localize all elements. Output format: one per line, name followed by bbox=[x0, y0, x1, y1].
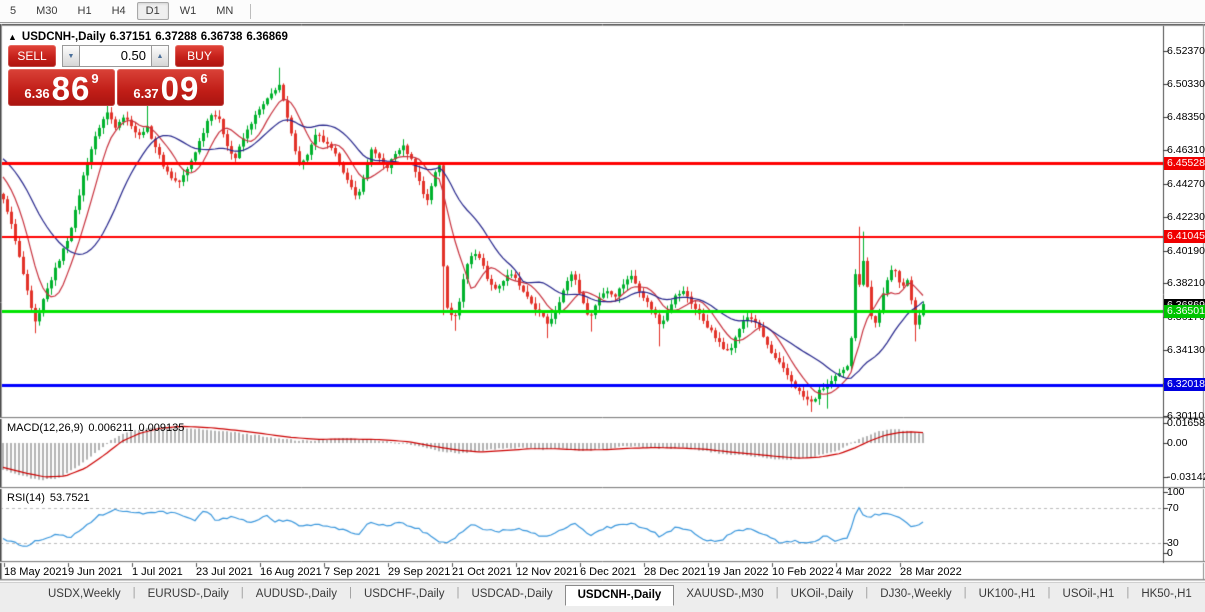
sell-price-sup: 9 bbox=[91, 71, 99, 86]
macd-label: MACD(12,26,9) 0.006211 0.009135 bbox=[7, 422, 189, 434]
tab-separator: | bbox=[240, 587, 244, 599]
chart-tab-usdxweekly[interactable]: USDX,Weekly bbox=[48, 588, 121, 600]
date-axis-label: 18 May 2021 bbox=[4, 566, 68, 578]
timeframe-button-h4[interactable]: H4 bbox=[111, 5, 126, 17]
date-axis-label: 12 Nov 2021 bbox=[516, 566, 579, 578]
rsi-scale-tick: 70 bbox=[1167, 502, 1179, 514]
price-scale-tick: 6.48350 bbox=[1167, 110, 1205, 123]
chart-tab-usdcnhdaily[interactable]: USDCNH-,Daily bbox=[564, 585, 675, 606]
date-axis-label: 21 Oct 2021 bbox=[452, 566, 512, 578]
date-axis-label: 16 Aug 2021 bbox=[260, 566, 322, 578]
date-axis-label: 28 Mar 2022 bbox=[900, 566, 962, 578]
chart-tab-usdchfdaily[interactable]: USDCHF-,Daily bbox=[363, 588, 445, 600]
chart-tab-ukoildaily[interactable]: UKOil-,Daily bbox=[790, 588, 854, 600]
ohlc-high: 6.37288 bbox=[155, 31, 197, 43]
macd-scale-tick: 0.00 bbox=[1167, 437, 1188, 449]
chart-tab-bar: USDX,Weekly | EURUSD-,Daily | AUDUSD-,Daily |… bbox=[0, 582, 1205, 612]
toolbar-separator bbox=[250, 3, 252, 19]
rsi-label: RSI(14) 53.7521 bbox=[7, 492, 95, 504]
chart-tab-dj30weekly[interactable]: DJ30-,Weekly bbox=[880, 588, 952, 600]
ohlc-close: 6.36869 bbox=[246, 31, 288, 43]
date-axis-label: 7 Sep 2021 bbox=[324, 566, 381, 578]
sell-price-button[interactable]: 6.36 86 9 bbox=[8, 69, 115, 106]
timeframe-button-h1[interactable]: H1 bbox=[77, 5, 92, 17]
symbol-title: USDCNH-,Daily bbox=[21, 31, 106, 43]
price-scale-tick: 6.44270 bbox=[1167, 177, 1205, 190]
rsi-scale-tick: 0 bbox=[1167, 547, 1173, 559]
tab-separator: | bbox=[132, 587, 136, 599]
timeframe-button-m30[interactable]: M30 bbox=[36, 5, 58, 17]
level-price-label: 6.36501 bbox=[1164, 304, 1205, 318]
macd-scale-tick: 0.016586 bbox=[1167, 417, 1205, 429]
date-axis-label: 6 Dec 2021 bbox=[580, 566, 637, 578]
timeframe-button-d1[interactable]: D1 bbox=[136, 2, 169, 20]
rsi-scale-tick: 100 bbox=[1167, 486, 1185, 498]
date-axis-label: 28 Dec 2021 bbox=[644, 566, 707, 578]
buy-price-prefix: 6.37 bbox=[133, 86, 159, 101]
level-price-label: 6.45528 bbox=[1164, 156, 1205, 170]
volume-decrease-button[interactable]: ▼ bbox=[62, 45, 80, 67]
ohlc-open: 6.37151 bbox=[109, 31, 152, 43]
date-axis-label: 9 Jun 2021 bbox=[68, 566, 123, 578]
level-price-label: 6.32018 bbox=[1164, 378, 1205, 392]
price-scale-tick: 6.40190 bbox=[1167, 244, 1205, 257]
sell-price-prefix: 6.36 bbox=[24, 86, 50, 101]
timeframe-button-w1[interactable]: W1 bbox=[179, 5, 197, 17]
level-price-label: 6.41045 bbox=[1164, 230, 1205, 244]
macd-scale-tick: -0.031421 bbox=[1167, 471, 1205, 483]
tab-separator: | bbox=[963, 587, 967, 599]
chart-tab-usoilh1[interactable]: USOil-,H1 bbox=[1062, 588, 1115, 600]
tab-separator: | bbox=[1126, 587, 1130, 599]
tab-separator: | bbox=[1047, 587, 1051, 599]
macd-name: MACD(12,26,9) bbox=[7, 422, 84, 434]
tab-separator: | bbox=[865, 587, 869, 599]
chart-tab-usdcaddaily[interactable]: USDCAD-,Daily bbox=[471, 588, 553, 600]
price-scale-tick: 6.38210 bbox=[1167, 277, 1205, 290]
volume-increase-button[interactable]: ▲ bbox=[151, 45, 169, 67]
tab-separator: | bbox=[775, 587, 779, 599]
buy-price-button[interactable]: 6.37 09 6 bbox=[117, 69, 224, 106]
buy-price-sup: 6 bbox=[200, 71, 208, 86]
buy-button[interactable]: BUY bbox=[175, 45, 224, 67]
chart-tab-xauusdm30[interactable]: XAUUSD-,M30 bbox=[686, 588, 764, 600]
price-scale-tick: 6.30110 bbox=[1167, 409, 1205, 422]
date-axis-label: 23 Jul 2021 bbox=[196, 566, 253, 578]
rsi-scale-tick: 30 bbox=[1167, 537, 1179, 549]
tab-separator: | bbox=[456, 587, 460, 599]
sell-price-big: 86 bbox=[51, 70, 91, 107]
chart-tab-eurusddaily[interactable]: EURUSD-,Daily bbox=[147, 588, 229, 600]
timeframe-button-5[interactable]: 5 bbox=[10, 5, 17, 17]
sell-button[interactable]: SELL bbox=[8, 45, 56, 67]
collapse-panel-icon[interactable]: ▲ bbox=[8, 32, 17, 42]
ohlc-low: 6.36738 bbox=[200, 31, 243, 43]
price-scale-tick: 6.52370 bbox=[1167, 44, 1205, 57]
rsi-value: 53.7521 bbox=[49, 492, 90, 504]
date-axis-label: 29 Sep 2021 bbox=[388, 566, 451, 578]
macd-value-signal: 0.009135 bbox=[138, 422, 185, 434]
date-axis-label: 19 Jan 2022 bbox=[708, 566, 769, 578]
chart-tab-audusddaily[interactable]: AUDUSD-,Daily bbox=[255, 588, 337, 600]
date-axis-label: 10 Feb 2022 bbox=[772, 566, 834, 578]
timeframe-button-mn[interactable]: MN bbox=[216, 5, 234, 17]
date-axis-label: 4 Mar 2022 bbox=[836, 566, 892, 578]
chart-tab-hk50h1[interactable]: HK50-,H1 bbox=[1141, 588, 1192, 600]
timeframe-toolbar: 5 M30 H1 H4 D1 W1 MN bbox=[0, 0, 1205, 23]
tab-separator: | bbox=[348, 587, 352, 599]
date-axis-label: 1 Jul 2021 bbox=[132, 566, 183, 578]
volume-input[interactable]: 0.50 bbox=[80, 45, 151, 67]
macd-value-main: 0.006211 bbox=[88, 422, 134, 434]
price-scale-tick: 6.42230 bbox=[1167, 211, 1205, 224]
one-click-trade-panel: SELL ▼ 0.50 ▲ BUY 6.36 86 9 6.37 09 6 bbox=[8, 45, 224, 106]
price-scale-tick: 6.46310 bbox=[1167, 144, 1205, 157]
price-scale-tick: 6.50330 bbox=[1167, 78, 1205, 91]
buy-price-big: 09 bbox=[160, 70, 200, 107]
price-scale-tick: 6.34130 bbox=[1167, 343, 1205, 356]
chart-tab-uk100h1[interactable]: UK100-,H1 bbox=[978, 588, 1036, 600]
ohlc-header: ▲ USDCNH-,Daily 6.37151 6.37288 6.36738 6.368… bbox=[8, 31, 292, 43]
rsi-name: RSI(14) bbox=[7, 492, 45, 504]
